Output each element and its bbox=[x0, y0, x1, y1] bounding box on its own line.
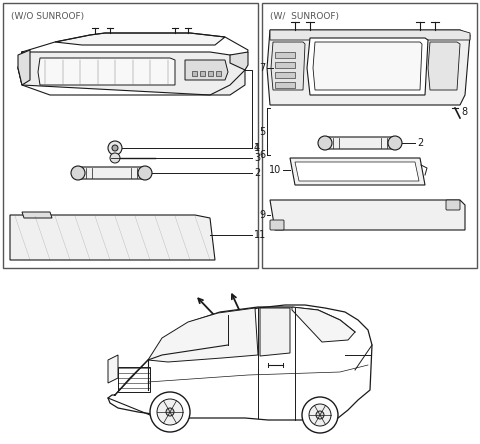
Polygon shape bbox=[108, 355, 118, 383]
Circle shape bbox=[318, 136, 332, 150]
Bar bbox=[275, 52, 295, 58]
Text: 11: 11 bbox=[254, 230, 266, 240]
Polygon shape bbox=[307, 38, 428, 95]
Bar bbox=[262, 3, 477, 268]
Polygon shape bbox=[267, 30, 470, 105]
Polygon shape bbox=[292, 307, 355, 342]
Polygon shape bbox=[313, 42, 422, 90]
Circle shape bbox=[110, 153, 120, 163]
Polygon shape bbox=[55, 33, 225, 45]
Text: 5: 5 bbox=[259, 127, 265, 137]
Polygon shape bbox=[22, 212, 52, 218]
Text: 1: 1 bbox=[254, 143, 260, 153]
Polygon shape bbox=[271, 42, 305, 90]
Text: 6: 6 bbox=[259, 150, 265, 160]
Text: 8: 8 bbox=[461, 107, 467, 117]
Polygon shape bbox=[18, 50, 30, 85]
Polygon shape bbox=[230, 52, 248, 70]
FancyBboxPatch shape bbox=[77, 167, 146, 179]
Bar bbox=[208, 71, 213, 76]
Bar bbox=[275, 72, 295, 78]
Text: 2: 2 bbox=[254, 168, 260, 178]
Circle shape bbox=[309, 404, 331, 426]
Bar bbox=[275, 62, 295, 68]
Text: 7: 7 bbox=[259, 63, 265, 73]
Polygon shape bbox=[290, 158, 425, 185]
Circle shape bbox=[157, 399, 183, 425]
Circle shape bbox=[150, 392, 190, 432]
Text: 10: 10 bbox=[269, 165, 281, 175]
FancyBboxPatch shape bbox=[270, 220, 284, 230]
Circle shape bbox=[316, 411, 324, 419]
Polygon shape bbox=[38, 58, 175, 85]
Circle shape bbox=[112, 145, 118, 151]
Polygon shape bbox=[108, 305, 372, 420]
Bar bbox=[192, 71, 197, 76]
Polygon shape bbox=[185, 60, 228, 80]
Circle shape bbox=[71, 166, 85, 180]
Polygon shape bbox=[270, 200, 465, 230]
Polygon shape bbox=[10, 215, 215, 260]
Bar bbox=[275, 82, 295, 88]
Bar bbox=[118, 367, 150, 392]
Polygon shape bbox=[295, 162, 419, 181]
Polygon shape bbox=[428, 42, 460, 90]
Bar bbox=[216, 71, 221, 76]
Polygon shape bbox=[260, 308, 290, 356]
Bar bbox=[3, 3, 258, 268]
Circle shape bbox=[388, 136, 402, 150]
Text: 3: 3 bbox=[254, 153, 260, 163]
Circle shape bbox=[166, 408, 174, 416]
Text: (W/  SUNROOF): (W/ SUNROOF) bbox=[270, 12, 339, 21]
Text: 2: 2 bbox=[417, 138, 423, 148]
Bar bbox=[200, 71, 205, 76]
Circle shape bbox=[302, 397, 338, 433]
Text: (W/O SUNROOF): (W/O SUNROOF) bbox=[11, 12, 84, 21]
Polygon shape bbox=[18, 52, 245, 95]
Circle shape bbox=[138, 166, 152, 180]
Polygon shape bbox=[148, 308, 258, 362]
FancyBboxPatch shape bbox=[324, 137, 396, 149]
Polygon shape bbox=[270, 30, 470, 40]
Text: 9: 9 bbox=[259, 210, 265, 220]
Circle shape bbox=[108, 141, 122, 155]
Text: 4: 4 bbox=[254, 143, 260, 153]
FancyBboxPatch shape bbox=[446, 200, 460, 210]
